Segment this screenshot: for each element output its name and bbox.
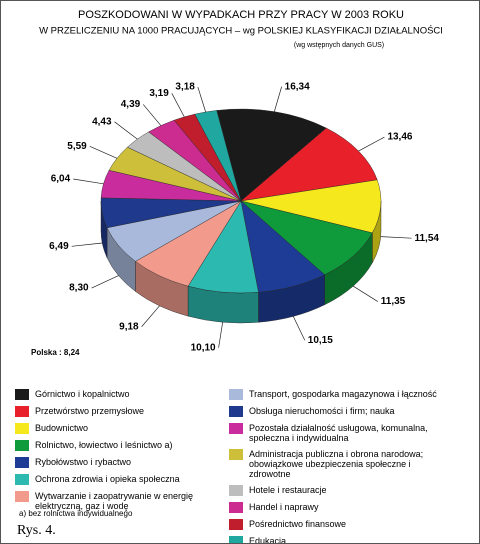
legend-label: Rolnictwo, łowiectwo i leśnictwo a) (35, 440, 173, 450)
legend-label: Transport, gospodarka magazynowa i łączn… (249, 389, 437, 399)
legend-swatch (229, 502, 243, 513)
legend-swatch (15, 457, 29, 468)
chart-subtitle: (wg wstępnych danych GUS) (294, 42, 384, 49)
legend-label: Rybołówstwo i rybactwo (35, 457, 132, 467)
chart-title-line2: W PRZELICZENIU NA 1000 PRACUJĄCYCH – wg … (39, 25, 443, 37)
data-label: 5,59 (67, 141, 87, 152)
legend-item: Górnictwo i kopalnictwo (15, 389, 225, 400)
legend-label: Przetwórstwo przemysłowe (35, 406, 145, 416)
legend-swatch (15, 491, 29, 502)
data-label: 6,04 (51, 174, 71, 185)
legend-label: Obsługa nieruchomości i firm; nauka (249, 406, 395, 416)
leader-line (358, 136, 385, 152)
slice (194, 110, 242, 202)
annotation: Polska : 8,24 (31, 348, 80, 357)
legend-swatch (15, 389, 29, 400)
legend-item: Obsługa nieruchomości i firm; nauka (229, 406, 449, 417)
leader-line (352, 285, 378, 302)
legend-item: Handel i naprawy (229, 502, 449, 513)
legend-item: Przetwórstwo przemysłowe (15, 406, 225, 417)
chart-title: POSZKODOWANI W WYPADKACH PRZY PRACY W 20… (78, 9, 404, 21)
data-label: 4,43 (92, 116, 112, 127)
data-label: 13,46 (387, 132, 412, 143)
legend-swatch (15, 423, 29, 434)
leader-line (141, 305, 160, 328)
leader-line (218, 322, 223, 348)
legend-item: Rybołówstwo i rybactwo (15, 457, 225, 468)
legend-item: Hotele i restauracje (229, 485, 449, 496)
data-label: 3,18 (175, 82, 195, 93)
data-label: 11,54 (414, 233, 439, 244)
legend-item: Rolnictwo, łowiectwo i leśnictwo a) (15, 440, 225, 451)
legend-label: Pośrednictwo finansowe (249, 519, 347, 529)
footnote: a) bez rolnictwa indywidualnego (19, 509, 133, 518)
slice (240, 200, 373, 276)
leader-line (114, 121, 138, 140)
legend-swatch (229, 536, 243, 543)
leader-line (73, 178, 104, 185)
legend-swatch (229, 423, 243, 434)
leader-line (91, 275, 119, 289)
leader-line (292, 316, 306, 341)
legend-item: Edukacja (229, 536, 449, 544)
legend-swatch (229, 406, 243, 417)
legend-item: Wytwarzanie i zaopatrywanie w energię el… (15, 491, 225, 511)
data-label: 16,34 (285, 81, 310, 92)
data-label: 9,18 (119, 321, 139, 332)
legend-swatch (15, 406, 29, 417)
data-label: 6,49 (49, 241, 69, 252)
legend-item: Pozostała działalność usługowa, komunaln… (229, 423, 449, 443)
legend-item: Transport, gospodarka magazynowa i łączn… (229, 389, 449, 400)
chart: POSZKODOWANI W WYPADKACH PRZY PRACY W 20… (31, 9, 443, 357)
legend-item: Ochrona zdrowia i opieka społeczna (15, 474, 225, 485)
data-label: 11,35 (381, 296, 406, 307)
legend-swatch (229, 449, 243, 460)
legend-label: Pozostała działalność usługowa, komunaln… (249, 423, 428, 443)
legend-label: Hotele i restauracje (249, 485, 327, 495)
leader-line (273, 86, 282, 112)
legend-label: Handel i naprawy (249, 502, 319, 512)
legend-swatch (15, 440, 29, 451)
legend-swatch (15, 474, 29, 485)
data-label: 10,10 (191, 342, 216, 353)
slice (216, 108, 327, 202)
slice (240, 127, 378, 202)
data-label: 4,39 (121, 99, 141, 110)
data-label: 8,30 (69, 283, 89, 294)
legend-label: Administracja publiczna i obrona narodow… (249, 449, 424, 479)
legend-swatch (229, 485, 243, 496)
leader-line (171, 93, 185, 118)
legend-label: Edukacja (249, 536, 287, 544)
legend-swatch (229, 519, 243, 530)
legend: Transport, gospodarka magazynowa i łączn… (229, 389, 449, 544)
data-label: 3,19 (149, 88, 169, 99)
leader-line (71, 242, 103, 247)
leader-line (89, 145, 118, 159)
legend-swatch (229, 389, 243, 400)
slice (240, 179, 382, 234)
figure-label: Rys. 4. (17, 523, 56, 538)
legend-label: Budownictwo (35, 423, 89, 433)
legend: Górnictwo i kopalnictwo Przetwórstwo prze… (15, 389, 225, 517)
legend-label: Górnictwo i kopalnictwo (35, 389, 130, 399)
leader-line (142, 104, 162, 126)
legend-item: Administracja publiczna i obrona narodow… (229, 449, 449, 479)
leader-line (197, 86, 206, 113)
legend-label: Ochrona zdrowia i opieka społeczna (35, 474, 180, 484)
legend-item: Budownictwo (15, 423, 225, 434)
legend-item: Pośrednictwo finansowe (229, 519, 449, 530)
leader-line (380, 236, 412, 239)
data-label: 10,15 (308, 335, 333, 346)
legend-label: Wytwarzanie i zaopatrywanie w energię el… (35, 491, 193, 511)
